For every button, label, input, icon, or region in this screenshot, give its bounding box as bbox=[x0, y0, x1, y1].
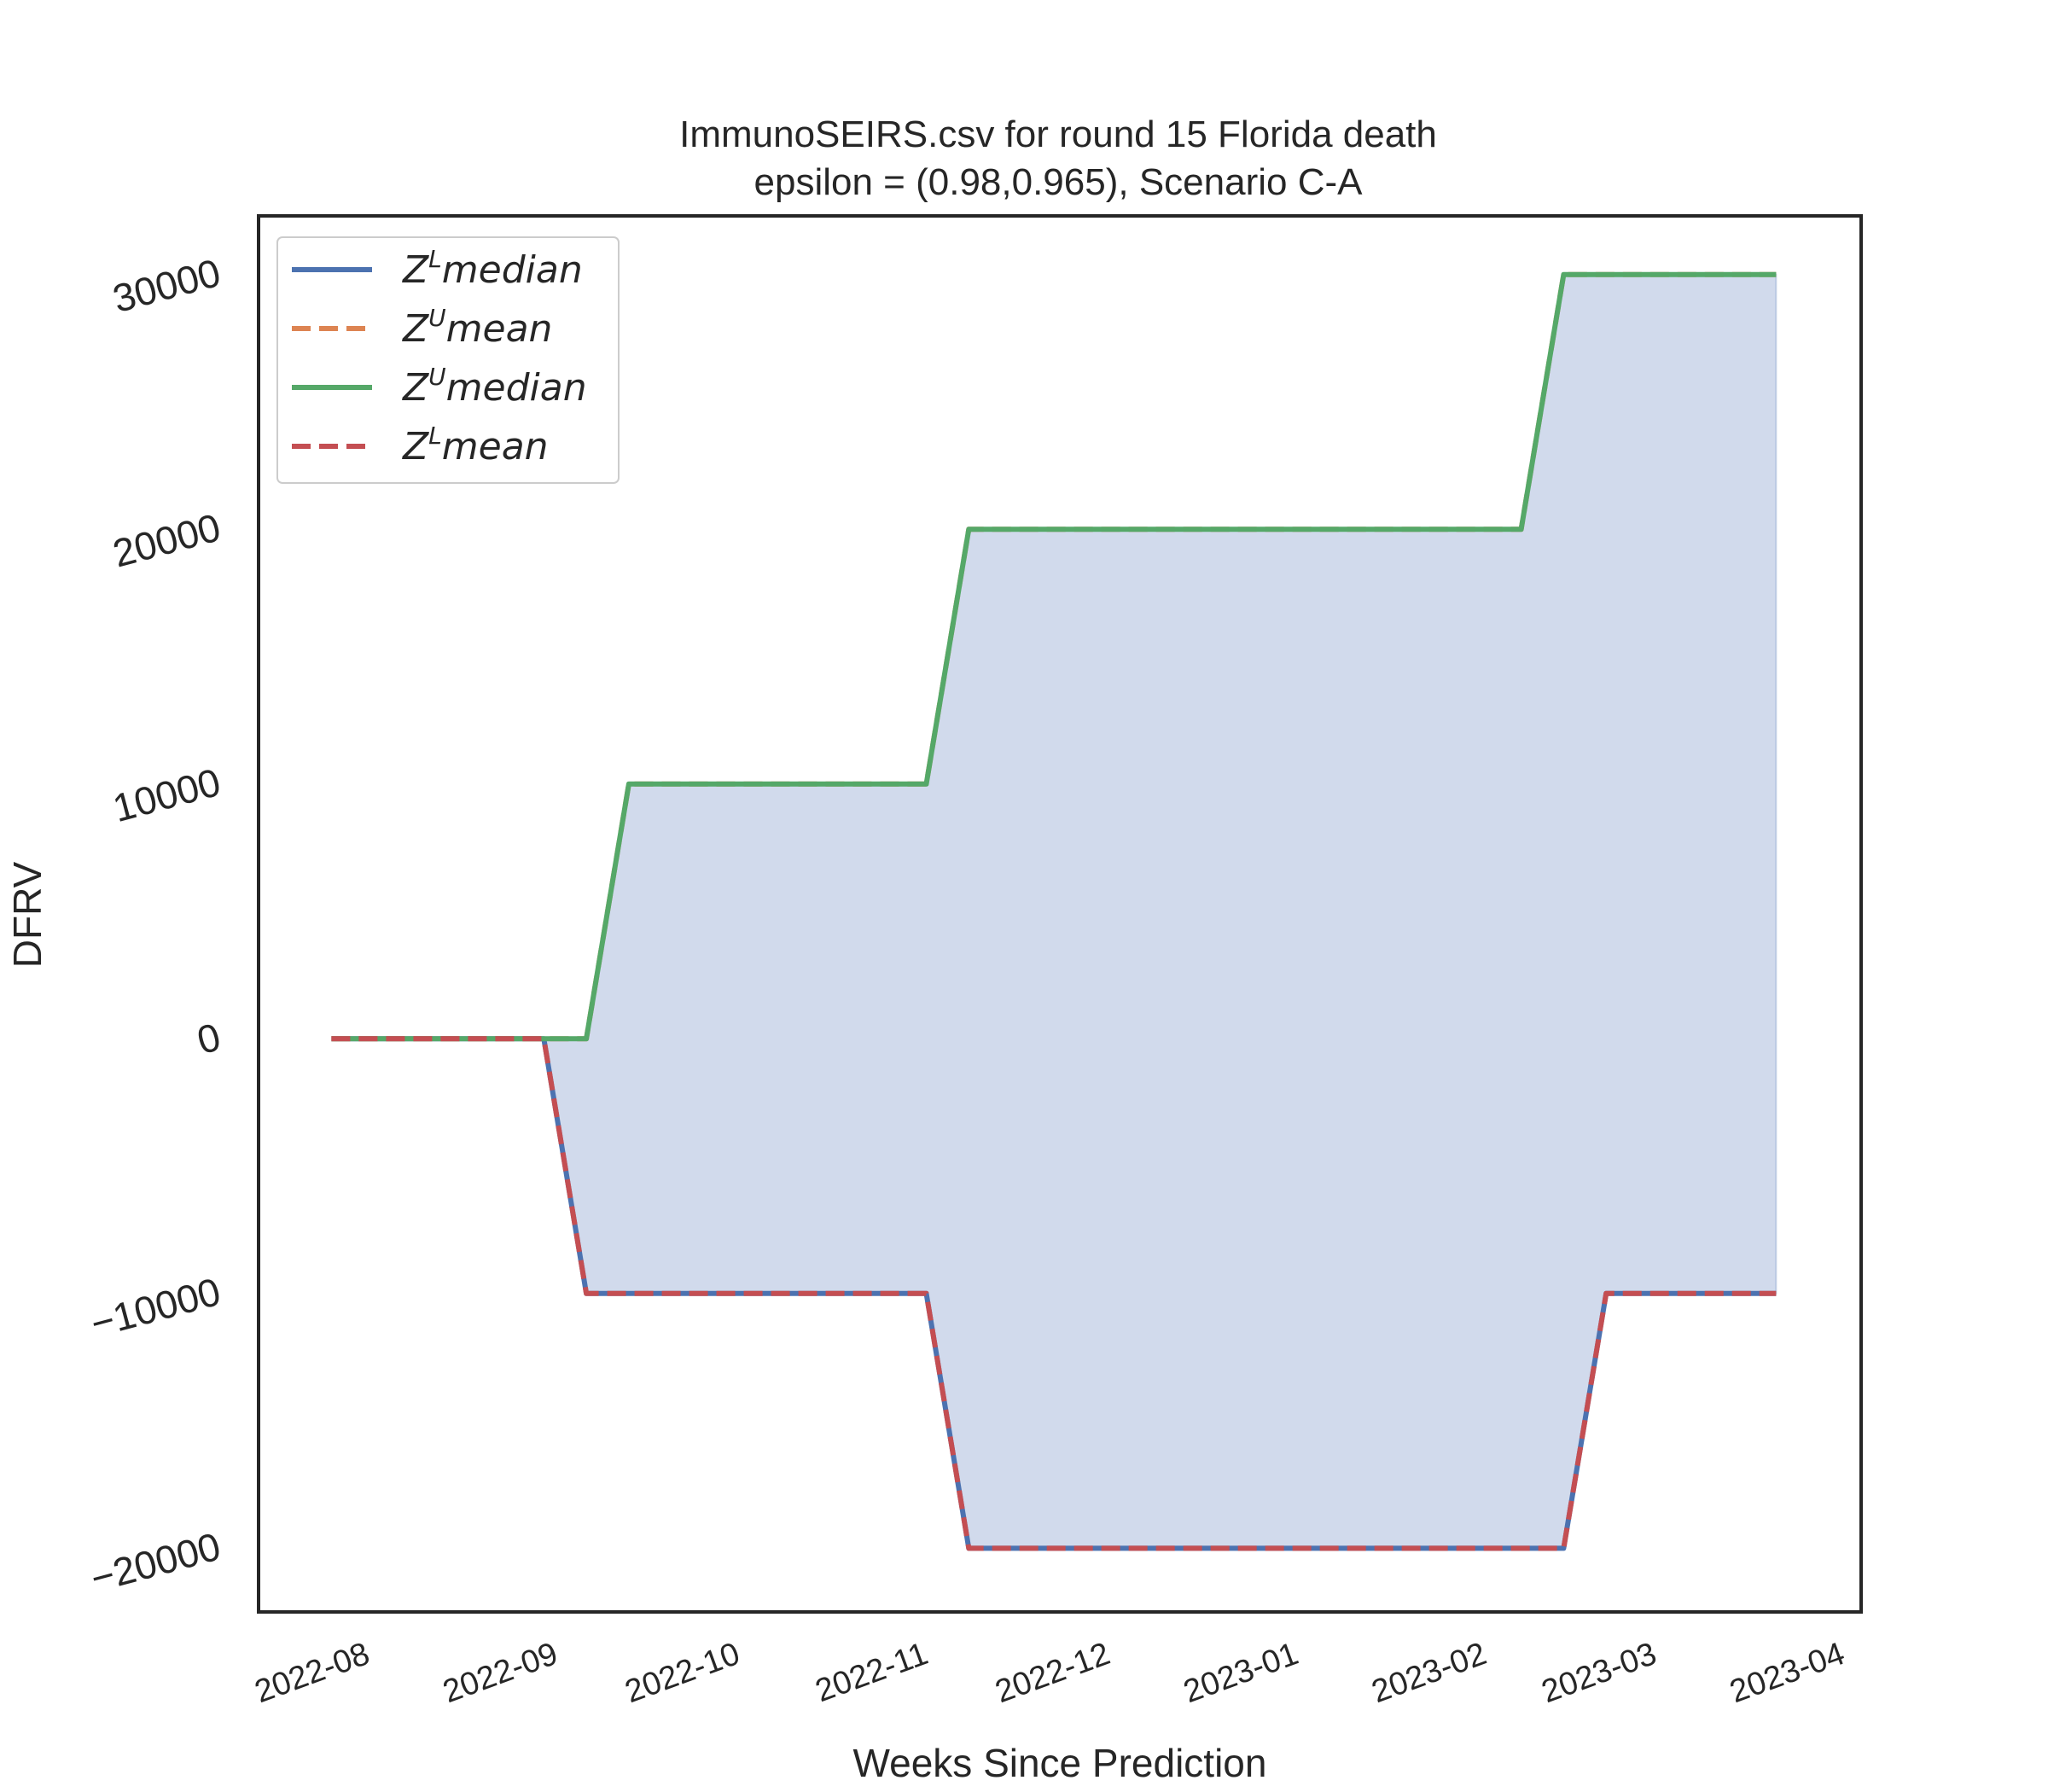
y-tick-label: −10000 bbox=[86, 1269, 225, 1346]
y-tick-label: 0 bbox=[193, 1014, 225, 1062]
series-line-ZU-median bbox=[331, 271, 1777, 1042]
x-axis-label: Weeks Since Prediction bbox=[853, 1741, 1267, 1785]
legend-frame bbox=[276, 236, 620, 484]
x-tick-label: 2023-02 bbox=[1367, 1636, 1491, 1710]
y-tick-label: 20000 bbox=[108, 504, 225, 575]
x-tick-label: 2022-10 bbox=[620, 1636, 744, 1710]
y-axis-ticks: −20000 −10000 0 10000 20000 30000 bbox=[86, 250, 225, 1601]
chart-title-line-2: epsilon = (0.98,0.965), Scenario C-A bbox=[754, 161, 1364, 203]
x-tick-label: 2022-11 bbox=[811, 1636, 933, 1709]
y-tick-label: 30000 bbox=[108, 250, 225, 321]
legend-label: ZLmedian bbox=[402, 245, 583, 292]
legend-label: ZUmedian bbox=[402, 363, 587, 410]
x-tick-label: 2023-03 bbox=[1537, 1636, 1661, 1710]
x-axis-ticks: 2022-08 2022-09 2022-10 2022-11 2022-12 2023-… bbox=[250, 1636, 1849, 1710]
legend: ZLmedian ZUmean ZUmedian ZLmean bbox=[276, 236, 620, 484]
legend-label: ZLmean bbox=[402, 422, 549, 468]
x-tick-label: 2022-09 bbox=[439, 1636, 562, 1710]
series-line-ZL-mean bbox=[331, 1036, 1777, 1551]
y-tick-label: −20000 bbox=[86, 1524, 225, 1601]
series-layer bbox=[331, 271, 1777, 1551]
x-tick-label: 2022-08 bbox=[250, 1636, 374, 1710]
y-tick-label: 10000 bbox=[108, 759, 225, 830]
plot-area bbox=[257, 214, 1863, 1614]
legend-label: ZUmean bbox=[402, 304, 552, 351]
chart-title-line-1: ImmunoSEIRS.csv for round 15 Florida dea… bbox=[679, 113, 1437, 155]
x-tick-label: 2022-12 bbox=[991, 1636, 1114, 1710]
y-axis-label: DFRV bbox=[5, 861, 49, 968]
legend-items: ZLmedian ZUmean ZUmedian ZLmean bbox=[292, 245, 587, 468]
x-tick-label: 2023-04 bbox=[1725, 1636, 1849, 1710]
x-tick-label: 2023-01 bbox=[1179, 1636, 1303, 1710]
plot-frame bbox=[257, 214, 1863, 1614]
